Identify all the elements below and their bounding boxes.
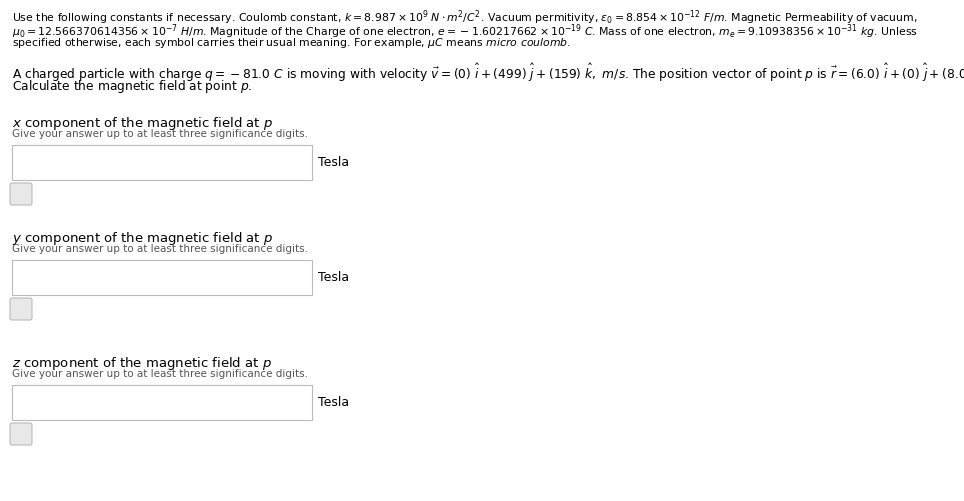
Text: Give your answer up to at least three significance digits.: Give your answer up to at least three si… <box>12 369 308 379</box>
Text: $\mu_0 = 12.566370614356 \times 10^{-7}\ H/m$. Magnitude of the Charge of one el: $\mu_0 = 12.566370614356 \times 10^{-7}\… <box>12 22 918 41</box>
Text: Tesla: Tesla <box>318 271 349 284</box>
Text: Give your answer up to at least three significance digits.: Give your answer up to at least three si… <box>12 244 308 254</box>
FancyBboxPatch shape <box>12 145 312 180</box>
Text: Give your answer up to at least three significance digits.: Give your answer up to at least three si… <box>12 129 308 139</box>
Text: Tesla: Tesla <box>318 396 349 409</box>
Text: $y$ component of the magnetic field at $p$: $y$ component of the magnetic field at $… <box>12 230 273 247</box>
Text: specified otherwise, each symbol carries their usual meaning. For example, $\mu : specified otherwise, each symbol carries… <box>12 36 571 50</box>
FancyBboxPatch shape <box>10 183 32 205</box>
Text: Calculate the magnetic field at point $p$.: Calculate the magnetic field at point $p… <box>12 78 253 95</box>
FancyBboxPatch shape <box>12 385 312 420</box>
Text: Use the following constants if necessary. Coulomb constant, $k = 8.987 \times 10: Use the following constants if necessary… <box>12 8 918 27</box>
Text: $z$ component of the magnetic field at $p$: $z$ component of the magnetic field at $… <box>12 355 272 372</box>
FancyBboxPatch shape <box>10 298 32 320</box>
Text: A charged particle with charge $q = -81.0\ C$ is moving with velocity $\vec{v} =: A charged particle with charge $q = -81.… <box>12 62 964 84</box>
Text: Tesla: Tesla <box>318 156 349 169</box>
FancyBboxPatch shape <box>10 423 32 445</box>
Text: $x$ component of the magnetic field at $p$: $x$ component of the magnetic field at $… <box>12 115 273 132</box>
FancyBboxPatch shape <box>12 260 312 295</box>
